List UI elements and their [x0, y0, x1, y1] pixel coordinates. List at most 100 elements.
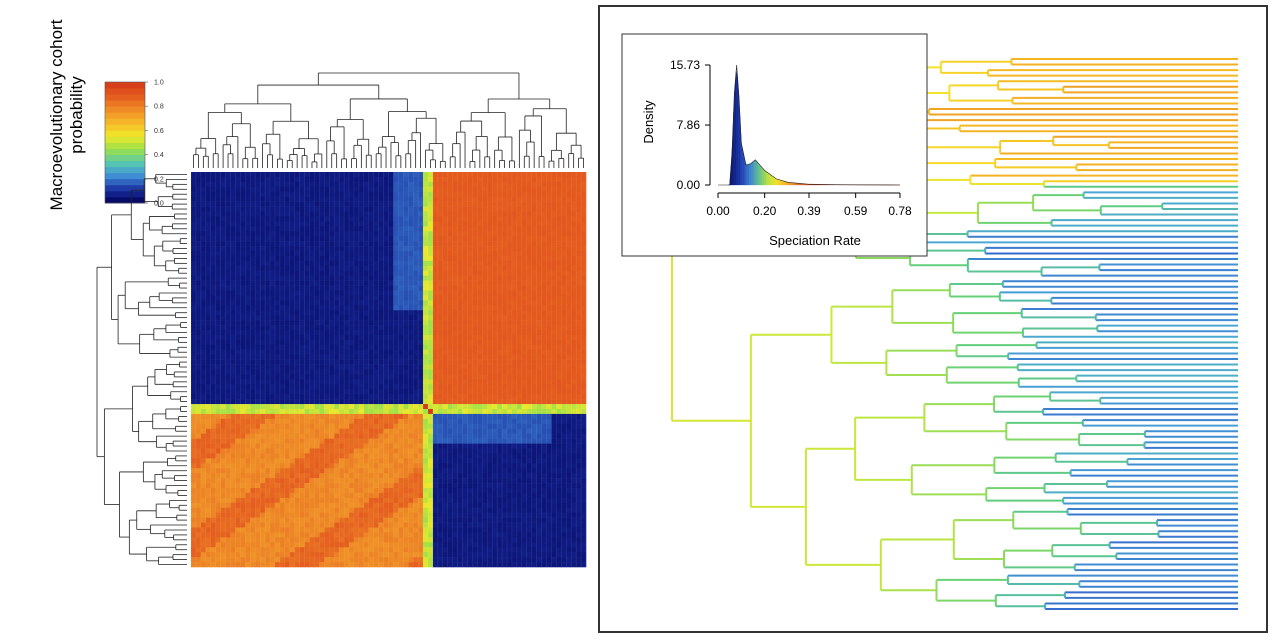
- heatmap-cell: [314, 394, 320, 400]
- heatmap-cell: [541, 211, 547, 217]
- heatmap-cell: [452, 379, 458, 385]
- heatmap-cell: [546, 349, 552, 355]
- heatmap-cell: [531, 246, 537, 252]
- heatmap-cell: [274, 300, 281, 306]
- heatmap-cell: [408, 260, 414, 267]
- heatmap-cell: [511, 374, 518, 380]
- heatmap-cell: [432, 423, 439, 430]
- heatmap-cell: [314, 285, 320, 291]
- heatmap-cell: [432, 191, 439, 197]
- heatmap-cell: [531, 201, 537, 207]
- heatmap-cell: [502, 374, 508, 380]
- heatmap-cell: [428, 246, 434, 252]
- heatmap-cell: [289, 270, 295, 276]
- heatmap-cell: [225, 349, 231, 355]
- heatmap-cell: [477, 344, 483, 351]
- heatmap-cell: [571, 320, 577, 326]
- heatmap-cell: [516, 251, 523, 257]
- heatmap-cell: [487, 399, 493, 405]
- heatmap-cell: [210, 423, 216, 430]
- heatmap-cell: [437, 295, 444, 301]
- heatmap-cell: [265, 260, 271, 267]
- heatmap-cell: [324, 295, 330, 301]
- heatmap-cell: [294, 300, 300, 306]
- heatmap-cell: [309, 354, 315, 360]
- heatmap-cell: [304, 374, 310, 380]
- heatmap-cell: [398, 399, 404, 405]
- heatmap-cell: [472, 280, 478, 286]
- heatmap-cell: [546, 354, 552, 360]
- heatmap-cell: [378, 275, 384, 281]
- heatmap-cell: [279, 389, 286, 395]
- heatmap-cell: [462, 201, 468, 207]
- heatmap-cell: [576, 334, 582, 341]
- heatmap-cell: [200, 409, 207, 415]
- heatmap-cell: [284, 330, 291, 336]
- heatmap-cell: [299, 330, 305, 336]
- heatmap-cell: [329, 349, 335, 355]
- heatmap-cell: [368, 260, 374, 267]
- heatmap-cell: [195, 325, 202, 331]
- heatmap-cell: [502, 201, 508, 207]
- heatmap-cell: [240, 241, 246, 247]
- heatmap-cell: [250, 369, 256, 375]
- heatmap-cell: [274, 191, 281, 197]
- heatmap-cell: [210, 404, 216, 410]
- heatmap-cell: [358, 221, 365, 227]
- heatmap-cell: [309, 285, 315, 291]
- heatmap-cell: [339, 196, 345, 202]
- heatmap-cell: [432, 255, 439, 262]
- heatmap-cell: [467, 300, 473, 306]
- heatmap-cell: [205, 389, 212, 395]
- heatmap-cell: [215, 206, 221, 212]
- heatmap-cell: [378, 404, 384, 410]
- heatmap-cell: [314, 191, 320, 197]
- heatmap-cell: [536, 369, 542, 375]
- heatmap-cell: [482, 409, 488, 415]
- heatmap-cell: [442, 413, 449, 420]
- heatmap-cell: [225, 211, 231, 217]
- heatmap-cell: [220, 413, 226, 420]
- heatmap-cell: [245, 443, 251, 449]
- heatmap-cell: [418, 241, 424, 247]
- heatmap-cell: [502, 433, 508, 439]
- heatmap-cell: [408, 305, 414, 311]
- heatmap-cell: [200, 265, 207, 272]
- heatmap-cell: [210, 354, 216, 360]
- heatmap-cell: [492, 334, 498, 341]
- heatmap-cell: [353, 369, 360, 375]
- heatmap-cell: [497, 404, 503, 410]
- heatmap-cell: [462, 394, 468, 400]
- heatmap-cell: [373, 374, 379, 380]
- heatmap-cell: [437, 433, 444, 439]
- heatmap-cell: [324, 265, 330, 272]
- heatmap-cell: [255, 423, 261, 430]
- heatmap-cell: [349, 428, 355, 434]
- heatmap-cell: [205, 399, 212, 405]
- heatmap-cell: [373, 389, 379, 395]
- heatmap-cell: [437, 206, 444, 212]
- heatmap-cell: [294, 384, 300, 390]
- heatmap-cell: [270, 290, 276, 296]
- heatmap-cell: [413, 379, 419, 385]
- heatmap-cell: [324, 270, 330, 276]
- heatmap-cell: [551, 251, 557, 257]
- heatmap-cell: [265, 374, 271, 380]
- heatmap-cell: [442, 404, 449, 410]
- heatmap-cell: [502, 186, 508, 193]
- heatmap-cell: [309, 196, 315, 202]
- heatmap-cell: [566, 325, 572, 331]
- heatmap-cell: [309, 389, 315, 395]
- heatmap-cell: [329, 394, 335, 400]
- heatmap-cell: [314, 433, 320, 439]
- heatmap-cell: [536, 409, 542, 415]
- heatmap-cell: [423, 216, 429, 222]
- heatmap-cell: [334, 251, 340, 257]
- heatmap-cell: [428, 389, 434, 395]
- heatmap-cell: [225, 226, 231, 232]
- heatmap-cell: [482, 374, 488, 380]
- heatmap-cell: [368, 409, 374, 415]
- heatmap-cell: [472, 369, 478, 375]
- heatmap-cell: [289, 325, 295, 331]
- heatmap-cell: [334, 413, 340, 420]
